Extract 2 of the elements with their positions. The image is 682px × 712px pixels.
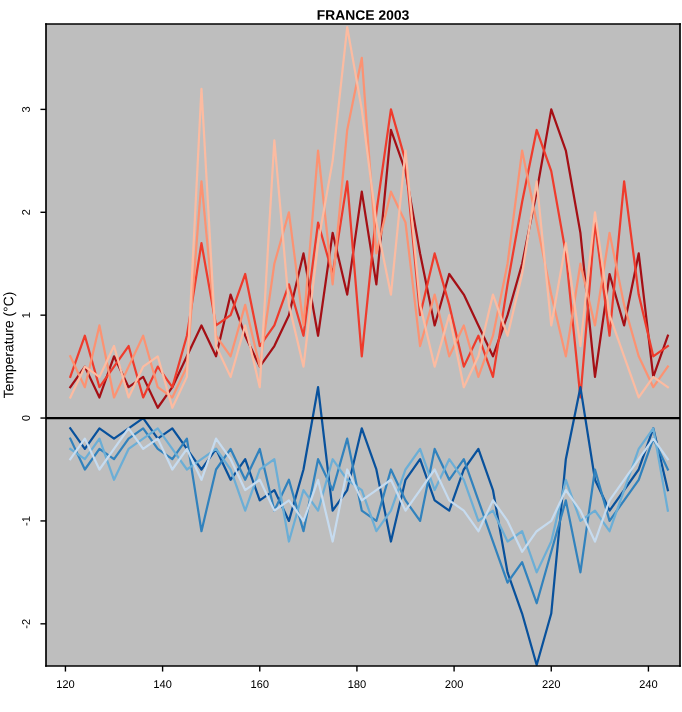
line-series — [69, 427, 669, 605]
line-series — [69, 386, 669, 666]
